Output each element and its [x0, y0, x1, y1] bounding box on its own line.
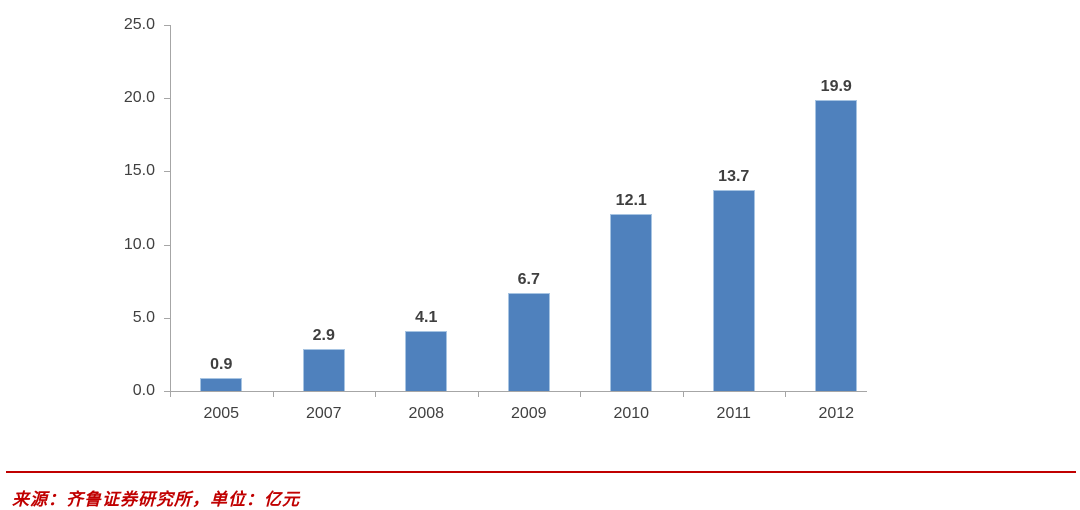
bar-value-label: 2.9 — [312, 326, 335, 344]
bar — [200, 377, 243, 391]
y-tick — [164, 25, 170, 26]
x-axis-label: 2009 — [510, 405, 547, 422]
y-axis-label: 5.0 — [132, 308, 155, 326]
y-axis-line — [170, 25, 171, 397]
x-axis-label: 2012 — [818, 405, 855, 422]
x-tick — [477, 391, 479, 397]
y-axis-label: 25.0 — [123, 16, 155, 33]
bar-value-label: 19.9 — [820, 77, 852, 95]
y-axis-label: 20.0 — [123, 89, 155, 107]
x-axis-line — [170, 391, 867, 392]
separator-line — [6, 471, 1076, 473]
x-axis-label: 2011 — [716, 405, 751, 422]
source-note: 来源：齐鲁证券研究所，单位：亿元 — [12, 490, 300, 509]
bar — [507, 292, 550, 391]
x-tick — [785, 391, 786, 397]
bar-value-label: 12.1 — [615, 191, 647, 209]
x-tick — [580, 391, 581, 397]
y-tick — [164, 244, 170, 246]
x-tick — [682, 391, 684, 397]
bar — [302, 348, 345, 391]
x-axis-label: 2005 — [203, 405, 240, 422]
bar-value-label: 0.9 — [210, 355, 233, 373]
y-axis-label: 0.0 — [132, 382, 155, 399]
x-axis-label: 2007 — [305, 405, 342, 422]
y-tick — [164, 391, 170, 392]
bar-value-label: 4.1 — [415, 308, 438, 326]
y-tick — [164, 317, 170, 319]
bar — [712, 190, 755, 391]
bar — [815, 99, 858, 391]
y-axis-label: 10.0 — [123, 235, 155, 253]
y-tick — [164, 171, 170, 173]
x-axis-label: 2008 — [408, 405, 445, 422]
y-axis-label: 15.0 — [123, 162, 155, 180]
bar — [610, 213, 653, 391]
y-tick — [164, 98, 170, 100]
bar-value-label: 6.7 — [517, 270, 540, 288]
bar — [405, 330, 448, 391]
x-tick — [272, 391, 274, 397]
bar-value-label: 13.7 — [718, 168, 750, 186]
x-tick — [170, 391, 171, 397]
x-axis-label: 2010 — [613, 405, 650, 422]
bar-chart: 0.0 5.0 10.0 15.0 20.0 25.0 0.9 2005 2.9 2007 4.1 2… — [123, 16, 867, 422]
x-tick — [375, 391, 376, 397]
